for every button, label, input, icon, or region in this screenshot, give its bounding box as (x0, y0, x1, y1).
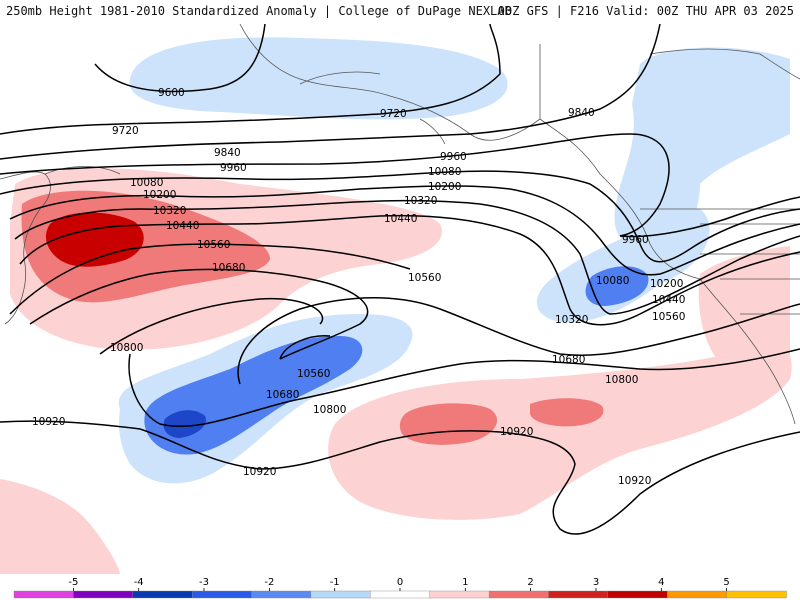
legend-tick-label: 2 (527, 577, 533, 588)
contour-label: 10320 (404, 195, 437, 207)
height-contours (0, 24, 800, 535)
legend-swatch (607, 590, 668, 599)
legend-tick-labels: -5 -4 -3 -2 -1 0 1 2 3 4 5 (68, 577, 730, 591)
contour-label: 10560 (297, 368, 330, 380)
legend-tick-label: -2 (264, 577, 274, 588)
contour-label: 9840 (214, 147, 241, 159)
contour-label: 10800 (313, 404, 346, 416)
legend-tick-label: 5 (723, 577, 729, 588)
contour-label: 9600 (158, 87, 185, 99)
legend-swatch (251, 590, 312, 599)
legend-swatch (13, 590, 75, 599)
contour-label: 10680 (266, 389, 299, 401)
contour-label: 10080 (428, 166, 461, 178)
legend-tick-label: 3 (593, 577, 599, 588)
contour-9960 (0, 133, 800, 238)
contour-label: 10920 (500, 426, 533, 438)
contour-label: 10560 (408, 272, 441, 284)
legend-swatch (488, 590, 550, 599)
contour-label: 10200 (143, 189, 176, 201)
legend-swatch (310, 590, 371, 599)
pos-anomaly-southwest-corner (0, 479, 120, 574)
neg-anomaly-canada (614, 47, 790, 249)
legend-swatch (370, 590, 431, 599)
model-run-info: 00Z GFS | F216 Valid: 00Z THU APR 03 202… (497, 4, 794, 18)
legend-color-bar (13, 590, 787, 599)
contour-10560-low (279, 335, 331, 360)
neg-anomaly-westcoast-core (585, 266, 649, 306)
contour-label: 9720 (112, 125, 139, 137)
contour-10080 (0, 170, 800, 263)
pos-anomaly-central-pacific-core2 (530, 398, 604, 427)
contour-label: 10800 (110, 342, 143, 354)
contour-9840 (0, 24, 661, 160)
legend-tick-label: -4 (134, 577, 144, 588)
contour-label: 9840 (568, 107, 595, 119)
contour-10440 (19, 214, 800, 326)
contour-9600 (94, 24, 266, 93)
legend-swatch (191, 590, 253, 599)
contour-label: 10920 (618, 475, 651, 487)
legend-swatch (548, 590, 609, 599)
contour-label: 10440 (166, 220, 199, 232)
legend-tick-label: 0 (397, 577, 403, 588)
contour-label: 10080 (596, 275, 629, 287)
map-title: 250mb Height 1981-2010 Standardized Anom… (6, 4, 512, 18)
negative-anomaly-shading (118, 37, 790, 484)
legend-tick-label: -3 (199, 577, 209, 588)
contour-label: 10200 (428, 181, 461, 193)
contour-10560 (9, 243, 411, 315)
color-legend: -5 -4 -3 -2 -1 0 1 2 3 4 5 (0, 574, 800, 600)
legend-swatch (429, 590, 490, 599)
contour-label: 10920 (32, 416, 65, 428)
legend-tick-label: 1 (462, 577, 468, 588)
contour-10680-low (237, 297, 800, 385)
contour-label: 10560 (652, 311, 685, 323)
contour-10680 (29, 268, 369, 360)
contour-10800 (99, 297, 800, 428)
contour-label: 10320 (153, 205, 186, 217)
legend-swatch (132, 590, 193, 599)
anomaly-map: 9600 9720 9720 9840 9840 9960 9960 9960 … (0, 24, 800, 574)
contour-10320 (14, 199, 800, 315)
legend-tick-label: -5 (68, 577, 78, 588)
pos-anomaly-central-pacific (328, 344, 792, 520)
contour-label: 9960 (440, 151, 467, 163)
contour-10920 (0, 420, 800, 535)
contour-label: 10920 (243, 466, 276, 478)
legend-tick-label: 4 (658, 577, 664, 588)
legend-tick-label: -1 (330, 577, 340, 588)
legend-swatch (667, 590, 728, 599)
contour-label: 10680 (212, 262, 245, 274)
contour-label: 10440 (652, 294, 685, 306)
legend-swatch (726, 590, 787, 599)
contour-label: 10560 (197, 239, 230, 251)
contour-9720 (0, 24, 501, 135)
neg-anomaly-pacific-core (163, 410, 206, 438)
contour-label: 10200 (650, 278, 683, 290)
pos-anomaly-southwest-us (698, 246, 790, 381)
contour-label: 9960 (220, 162, 247, 174)
contour-label: 10680 (552, 354, 585, 366)
coastlines (0, 24, 800, 425)
contour-10200 (9, 185, 800, 276)
contour-labels: 9600 9720 9720 9840 9840 9960 9960 9960 … (32, 87, 685, 487)
neg-anomaly-alaska (129, 37, 508, 120)
contour-label: 9720 (380, 108, 407, 120)
legend-swatch (73, 590, 134, 599)
contour-label: 10320 (555, 314, 588, 326)
contour-label: 10800 (605, 374, 638, 386)
contour-label: 10440 (384, 213, 417, 225)
contour-label: 10080 (130, 177, 163, 189)
contour-label: 9960 (622, 234, 649, 246)
header-bar: 250mb Height 1981-2010 Standardized Anom… (0, 0, 800, 24)
